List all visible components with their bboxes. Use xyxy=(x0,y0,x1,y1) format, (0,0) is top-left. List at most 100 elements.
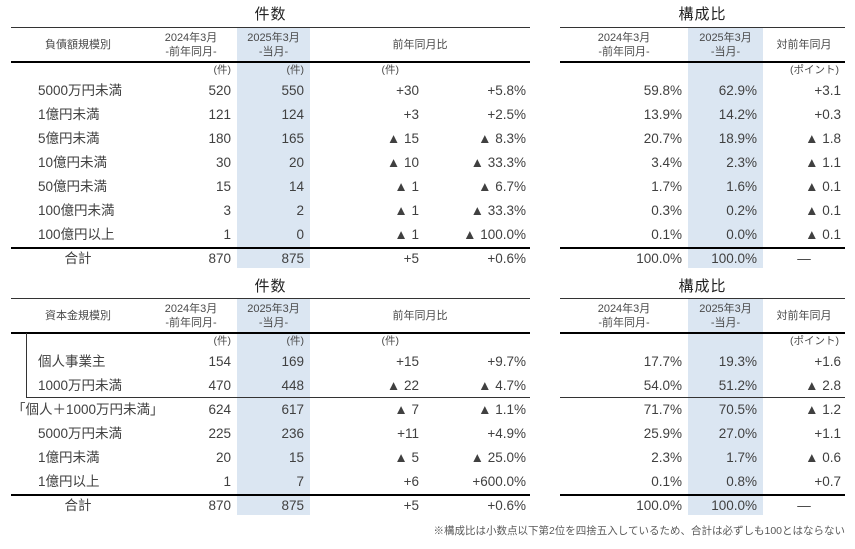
cell-value: ▲ 6.7% xyxy=(478,179,526,194)
table-title: 件数 xyxy=(254,278,287,295)
cell-value: ▲ 1 xyxy=(394,227,419,242)
total-value: 870 xyxy=(145,247,237,269)
cell-value: 17.7% xyxy=(643,354,682,369)
unit-label xyxy=(560,334,688,350)
current-month-highlight xyxy=(688,27,763,268)
column-header-category: 負債額規模別 xyxy=(11,28,145,63)
cell-value: 448 xyxy=(281,378,304,393)
cell-value: 2 xyxy=(296,203,304,218)
cell-value: 1 xyxy=(223,474,231,489)
table-title: 構成比 xyxy=(678,6,727,23)
cell-value: 154 xyxy=(208,354,231,369)
cell-value: ▲ 0.1 xyxy=(805,227,841,242)
cell-value: +2.5% xyxy=(487,107,526,122)
cell-value: 7 xyxy=(296,474,304,489)
cell-value: 18.9% xyxy=(718,131,757,146)
cell-value: 225 xyxy=(208,426,231,441)
cell-value: +11 xyxy=(397,426,419,441)
unit-label xyxy=(560,63,688,79)
column-header-yoy-points: 対前年同月 xyxy=(763,28,845,63)
cell-value: 1 xyxy=(223,227,231,242)
row-label: 1億円未満 xyxy=(38,450,100,465)
debt-share-table: 構成比 2024年3月 -前年同月- 2025年3月 -当月- 対前年同月 (ポイン… xyxy=(560,5,845,269)
total-value: 100.0% xyxy=(560,494,688,516)
cell-value: +5.8% xyxy=(487,83,526,98)
capital-share-table: 構成比 2024年3月 -前年同月- 2025年3月 -当月- 対前年同月 (ポイン… xyxy=(560,278,845,516)
cell-value: +1.6 xyxy=(814,354,841,369)
unit-label: (件) xyxy=(381,335,400,347)
cell-value: 20 xyxy=(215,450,231,465)
cell-value: 180 xyxy=(208,131,231,146)
unit-label xyxy=(11,63,145,79)
unit-label: (件) xyxy=(286,335,305,347)
cell-value: ▲ 5 xyxy=(394,450,419,465)
cell-value: ▲ 2.8 xyxy=(805,378,841,393)
cell-value: 30 xyxy=(215,155,231,170)
cell-value: ▲ 1 xyxy=(394,203,419,218)
cell-value: 0.2% xyxy=(726,203,757,218)
row-label: 10億円未満 xyxy=(38,155,108,170)
row-label: 5000万円未満 xyxy=(38,83,123,98)
unit-label: (件) xyxy=(286,64,305,76)
cell-value: 124 xyxy=(281,107,304,122)
cell-value: 0.1% xyxy=(651,474,682,489)
separator-line xyxy=(560,397,845,398)
cell-value: +3.1 xyxy=(814,83,841,98)
cell-value: ▲ 1 xyxy=(394,179,419,194)
total-value: 875 xyxy=(237,247,310,269)
cell-value: ▲ 1.1 xyxy=(805,155,841,170)
current-month-highlight xyxy=(237,298,310,515)
column-header-current-month: 2025年3月 -当月- xyxy=(688,28,763,63)
cell-value: ▲ 33.3% xyxy=(470,203,526,218)
total-value: 100.0% xyxy=(688,247,763,269)
cell-value: ▲ 0.6 xyxy=(805,450,841,465)
cell-value: 14.2% xyxy=(718,107,757,122)
total-value: 100.0% xyxy=(688,494,763,516)
cell-value: 20 xyxy=(288,155,304,170)
column-header-prev-month: 2024年3月 -前年同月- xyxy=(145,28,237,63)
unit-label: (件) xyxy=(213,335,232,347)
cell-value: 2.3% xyxy=(651,450,682,465)
unit-label xyxy=(425,63,530,79)
total-value: 870 xyxy=(145,494,237,516)
total-value: — xyxy=(763,247,845,269)
current-month-highlight xyxy=(237,27,310,268)
cell-value: 0.0% xyxy=(726,227,757,242)
cell-value: +30 xyxy=(396,83,419,98)
cell-value: 1.7% xyxy=(651,179,682,194)
cell-value: 13.9% xyxy=(643,107,682,122)
table-title: 構成比 xyxy=(678,278,727,295)
row-label: 1億円未満 xyxy=(38,107,100,122)
cell-value: 3 xyxy=(223,203,231,218)
cell-value: 54.0% xyxy=(643,378,682,393)
row-label: 1000万円未満 xyxy=(38,378,123,393)
cell-value: ▲ 0.1 xyxy=(805,179,841,194)
cell-value: 0.3% xyxy=(651,203,682,218)
column-header-prev-month: 2024年3月 -前年同月- xyxy=(145,299,237,334)
cell-value: 59.8% xyxy=(643,83,682,98)
cell-value: ▲ 1.8 xyxy=(805,131,841,146)
total-value: +0.6% xyxy=(425,247,530,269)
row-label: 5億円未満 xyxy=(38,131,100,146)
cell-value: 624 xyxy=(208,402,231,417)
column-header-yoy: 前年同月比 xyxy=(310,28,530,63)
unit-label xyxy=(425,334,530,350)
total-label: 合計 xyxy=(11,247,145,269)
cell-value: 0 xyxy=(296,227,304,242)
column-header-prev-month: 2024年3月 -前年同月- xyxy=(560,28,688,63)
cell-value: 19.3% xyxy=(718,354,757,369)
capital-count-table: 件数 資本金規模別 2024年3月 -前年同月- 2025年3月 -当月- 前年同月… xyxy=(11,278,530,516)
cell-value: ▲ 15 xyxy=(386,131,419,146)
row-label: 100億円以上 xyxy=(38,227,115,242)
cell-value: 2.3% xyxy=(726,155,757,170)
cell-value: 15 xyxy=(288,450,304,465)
row-label: 100億円未満 xyxy=(38,203,115,218)
cell-value: 27.0% xyxy=(718,426,757,441)
footnote: ※構成比は小数点以下第2位を四捨五入しているため、合計は必ずしも100とはならな… xyxy=(433,525,845,537)
cell-value: 62.9% xyxy=(718,83,757,98)
cell-value: 25.9% xyxy=(643,426,682,441)
column-header-yoy-points: 対前年同月 xyxy=(763,299,845,334)
cell-value: +600.0% xyxy=(472,474,526,489)
cell-value: 0.1% xyxy=(651,227,682,242)
